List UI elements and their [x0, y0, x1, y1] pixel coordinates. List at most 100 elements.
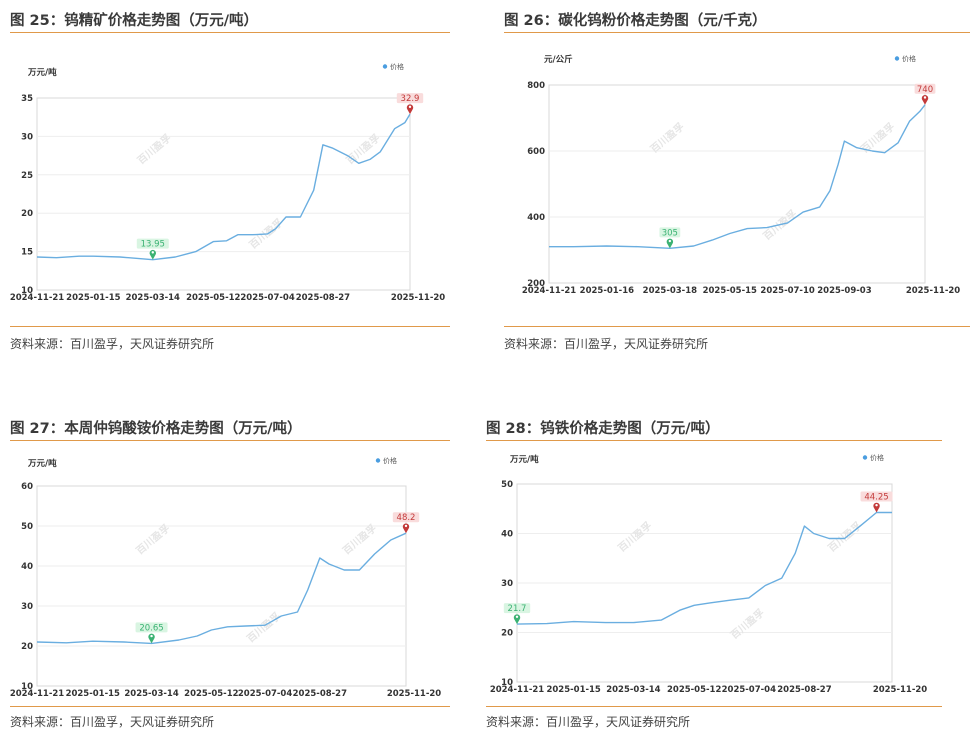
- x-tick-label: 2025-01-15: [66, 293, 120, 303]
- y-tick-label: 40: [501, 530, 513, 540]
- y-unit-label: 元/公斤: [544, 54, 573, 65]
- source-rule: [504, 326, 970, 327]
- min-marker: 21.7: [503, 603, 531, 625]
- min-marker-label-bg: [135, 622, 168, 633]
- min-marker-pin: [513, 614, 521, 625]
- max-marker-label-bg: [914, 83, 936, 94]
- source-note: 资料来源：百川盈孚，天风证券研究所: [504, 337, 709, 351]
- min-marker: 13.95: [136, 238, 169, 260]
- source-rule: [10, 706, 450, 707]
- y-tick-label: 30: [501, 579, 513, 589]
- max-marker-label: 44.25: [864, 492, 888, 502]
- max-marker-pin: [921, 95, 929, 105]
- plot-frame: [36, 97, 411, 291]
- min-marker-label: 20.65: [139, 623, 163, 633]
- x-tick-label: 2025-01-16: [580, 286, 634, 296]
- plot-frame: [548, 84, 926, 284]
- watermark-text: 百川盈孚: [728, 606, 767, 642]
- y-tick-label: 600: [527, 147, 545, 157]
- x-tick-label: 2025-01-15: [66, 689, 120, 699]
- x-tick-label: 2025-08-27: [296, 293, 350, 303]
- x-tick-label: 2024-11-21: [490, 685, 544, 695]
- min-marker-label: 305: [662, 228, 678, 238]
- x-tick-label: 2025-11-20: [387, 689, 441, 699]
- min-marker-label-bg: [659, 227, 681, 238]
- y-tick-label: 10: [501, 678, 513, 688]
- max-marker-label-bg: [392, 512, 420, 523]
- max-marker-label-bg: [860, 491, 893, 502]
- min-marker-label: 21.7: [508, 604, 527, 614]
- x-tick-label: 2025-03-14: [606, 685, 660, 695]
- x-tick-label: 2024-11-21: [10, 293, 64, 303]
- max-marker-pin-dot: [408, 105, 412, 109]
- max-marker-pin: [406, 104, 414, 115]
- x-tick-label: 2025-03-14: [126, 293, 180, 303]
- y-tick-label: 10: [21, 286, 33, 296]
- title-rule: [10, 32, 450, 33]
- source-note: 资料来源：百川盈孚，天风证券研究所: [486, 715, 691, 729]
- legend-dot: [375, 458, 381, 463]
- x-tick-label: 2025-11-20: [391, 293, 445, 303]
- x-tick-label: 2025-05-12: [184, 689, 238, 699]
- source-note: 资料来源：百川盈孚，天风证券研究所: [10, 337, 215, 351]
- y-tick-label: 15: [21, 248, 33, 258]
- x-tick-label: 2025-11-20: [873, 685, 927, 695]
- legend-label: 价格: [902, 54, 916, 63]
- legend-dot: [894, 56, 900, 61]
- panel-apt: 图 27：本周仲钨酸铵价格走势图（万元/吨） 百川盈孚 百川盈孚 百川盈孚 万元/吨价…: [10, 414, 450, 730]
- max-marker-pin-dot: [875, 503, 878, 507]
- x-tick-label: 2025-03-14: [124, 689, 178, 699]
- x-tick-label: 2025-07-04: [240, 293, 294, 303]
- min-marker: 305: [659, 227, 681, 249]
- max-marker-label-bg: [396, 93, 424, 104]
- watermark-text: 百川盈孚: [615, 519, 654, 555]
- max-marker: 740: [914, 83, 936, 105]
- max-marker-label: 48.2: [397, 513, 416, 523]
- panel-tungsten-carbide-powder: 图 26：碳化钨粉价格走势图（元/千克） 百川盈孚 百川盈孚 百川盈孚 元/公斤 价格 2…: [504, 6, 970, 356]
- min-marker-pin-dot: [668, 239, 672, 243]
- x-tick-label: 2025-05-12: [186, 293, 240, 303]
- y-tick-label: 50: [501, 480, 513, 490]
- source-note: 资料来源：百川盈孚，天风证券研究所: [10, 715, 215, 729]
- min-marker-pin: [149, 249, 156, 260]
- y-tick-label: 40: [21, 562, 33, 572]
- y-tick-label: 10: [21, 682, 33, 692]
- y-tick-label: 50: [21, 522, 33, 532]
- x-tick-label: 2025-08-27: [777, 685, 831, 695]
- y-tick-label: 200: [527, 279, 545, 289]
- plot-frame: [36, 485, 407, 687]
- max-marker: 32.9: [396, 93, 424, 115]
- min-marker-pin-dot: [515, 615, 519, 618]
- max-marker-pin: [873, 502, 880, 513]
- y-tick-label: 400: [527, 213, 545, 223]
- watermark-text: 百川盈孚: [244, 609, 283, 645]
- legend-label: 价格: [870, 453, 884, 462]
- max-marker-pin-dot: [923, 96, 927, 99]
- max-marker-label: 32.9: [401, 94, 420, 104]
- title-rule: [486, 440, 942, 441]
- y-tick-label: 800: [527, 81, 545, 91]
- min-marker: 20.65: [135, 622, 168, 644]
- x-tick-label: 2025-07-10: [760, 286, 814, 296]
- figure-title: 图 25：钨精矿价格走势图（万元/吨）: [10, 13, 259, 29]
- y-tick-label: 60: [21, 482, 33, 492]
- min-marker-label-bg: [136, 238, 169, 249]
- watermark-text: 百川盈孚: [858, 120, 897, 156]
- x-tick-label: 2024-11-21: [522, 286, 576, 296]
- y-unit-label: 万元/吨: [509, 454, 539, 465]
- x-tick-label: 2025-07-04: [238, 689, 292, 699]
- y-tick-label: 30: [21, 602, 33, 612]
- max-marker: 44.25: [860, 491, 893, 513]
- min-marker-pin-dot: [150, 634, 153, 638]
- x-tick-label: 2025-09-03: [817, 286, 871, 296]
- max-marker-pin-dot: [404, 524, 408, 528]
- figure-title: 图 26：碳化钨粉价格走势图（元/千克）: [504, 13, 767, 29]
- watermark-text: 百川盈孚: [825, 519, 864, 555]
- x-tick-label: 2025-07-04: [722, 685, 776, 695]
- y-tick-label: 25: [21, 171, 33, 181]
- watermark-text: 百川盈孚: [340, 521, 379, 557]
- panel-tungsten-concentrate: 图 25：钨精矿价格走势图（万元/吨） 百川盈孚 百川盈孚 百川盈孚 万元/吨 价格 10…: [10, 6, 450, 356]
- max-marker: 48.2: [392, 512, 420, 534]
